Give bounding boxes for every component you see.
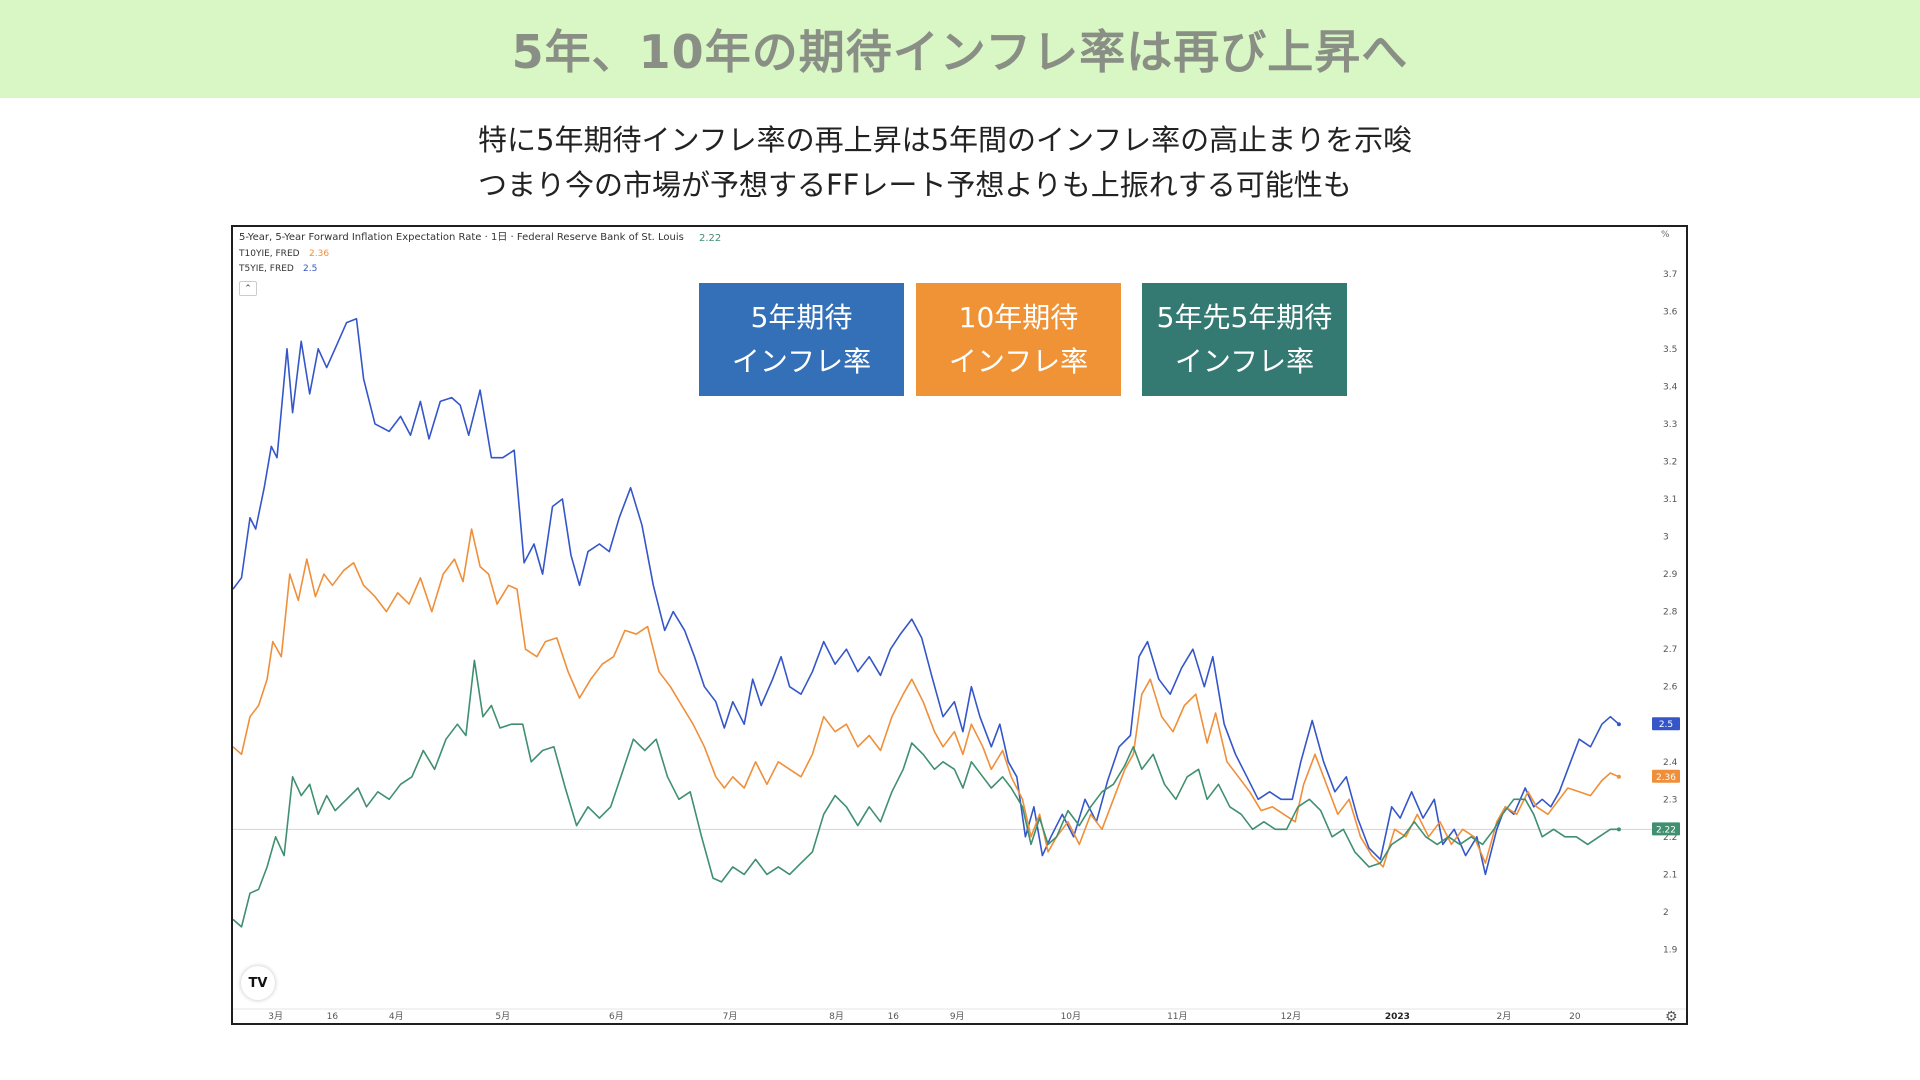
y-tick-label: 2.4 <box>1663 758 1678 768</box>
x-tick-label: 11月 <box>1167 1011 1187 1022</box>
x-tick-label: 2023 <box>1385 1012 1410 1022</box>
legend-10y-line2: インフレ率 <box>948 344 1089 378</box>
x-tick-label: 2月 <box>1497 1011 1512 1022</box>
series-value-tag-0 <box>1652 717 1680 731</box>
series-end-point-1 <box>1616 774 1621 779</box>
y-tick-label: 3.7 <box>1663 270 1677 280</box>
series-value-tag-label-2: 2.22 <box>1656 825 1676 835</box>
y-tick-label: 3.4 <box>1663 382 1678 392</box>
legend-box-5y5y: 5年先5年期待 インフレ率 <box>1142 283 1347 396</box>
y-axis-unit: % <box>1661 230 1670 240</box>
series-value-tag-1 <box>1652 769 1680 783</box>
legend-5y5y-line1: 5年先5年期待 <box>1156 300 1333 334</box>
y-tick-label: 3.6 <box>1663 307 1678 317</box>
x-tick-label: 20 <box>1569 1012 1581 1022</box>
y-tick-label: 3.3 <box>1663 420 1677 430</box>
series-end-point-0 <box>1616 722 1621 727</box>
x-tick-label: 12月 <box>1281 1011 1301 1022</box>
series-value-tag-label-0: 2.5 <box>1659 720 1673 730</box>
series-value-t10yie: 2.36 <box>309 249 329 259</box>
y-tick-label: 2.2 <box>1663 833 1677 843</box>
page-title: 5年、10年の期待インフレ率は再び上昇へ <box>511 25 1409 79</box>
chevron-up-icon[interactable]: ⌃ <box>239 281 257 296</box>
y-tick-label: 3.2 <box>1663 457 1677 467</box>
x-tick-label: 6月 <box>609 1011 624 1022</box>
series-label-t10yie: T10YIE, FRED <box>238 249 300 259</box>
chart-svg[interactable]: % 3.7 3.6 3.5 3.4 3.3 3.2 3.1 3 2.9 2.8 2.7 2.6 2.5 2.… <box>233 227 1686 1023</box>
x-tick-label: 5月 <box>495 1011 510 1022</box>
y-tick-label: 1.9 <box>1663 945 1678 955</box>
chart-main-title: 5-Year, 5-Year Forward Inflation Expecta… <box>239 232 684 243</box>
series-line-1 <box>233 528 1620 868</box>
y-tick-label: 2.8 <box>1663 608 1678 618</box>
y-tick-label: 2.6 <box>1663 683 1678 693</box>
legend-5y-line2: インフレ率 <box>731 344 872 378</box>
subtitle-line-1: 特に5年期待インフレ率の再上昇は5年間のインフレ率の高止まりを示唆 <box>478 123 1413 157</box>
tradingview-logo[interactable]: TV <box>241 966 275 1000</box>
y-tick-label: 2.1 <box>1663 870 1677 880</box>
y-tick-label: 3 <box>1663 533 1669 543</box>
series-line-2 <box>233 659 1619 928</box>
legend-5y-line1: 5年期待 <box>750 300 853 334</box>
subtitle: 特に5年期待インフレ率の再上昇は5年間のインフレ率の高止まりを示唆 つまり今の市… <box>478 118 1412 208</box>
series-value-t5yie: 2.5 <box>303 264 317 274</box>
y-tick-label: 2.3 <box>1663 795 1677 805</box>
series-line-0 <box>233 318 1620 876</box>
x-tick-label: 10月 <box>1061 1011 1081 1022</box>
legend-5y5y-line2: インフレ率 <box>1174 344 1315 378</box>
y-tick-label: 3.5 <box>1663 345 1677 355</box>
x-tick-label: 16 <box>888 1012 900 1022</box>
series-end-point-2 <box>1616 827 1621 832</box>
x-tick-label: 4月 <box>389 1011 404 1022</box>
x-tick-label: 9月 <box>950 1011 965 1022</box>
y-tick-label: 3.1 <box>1663 495 1677 505</box>
legend-box-5y: 5年期待 インフレ率 <box>699 283 904 396</box>
series-label-t5yie: T5YIE, FRED <box>238 264 294 274</box>
x-tick-label: 8月 <box>829 1011 844 1022</box>
x-tick-label: 16 <box>327 1012 339 1022</box>
title-banner: 5年、10年の期待インフレ率は再び上昇へ <box>0 0 1920 98</box>
y-tick-label: 2.7 <box>1663 645 1677 655</box>
legend-10y-line1: 10年期待 <box>958 300 1079 334</box>
legend-box-10y: 10年期待 インフレ率 <box>916 283 1121 396</box>
y-tick-label: 2 <box>1663 908 1669 918</box>
chart-main-value: 2.22 <box>699 233 721 244</box>
series-value-tag-label-1: 2.36 <box>1656 773 1676 783</box>
series-value-tag-2 <box>1652 822 1680 836</box>
y-tick-label: 2.9 <box>1663 570 1678 580</box>
x-tick-label: 7月 <box>723 1011 738 1022</box>
x-tick-label: 3月 <box>268 1011 283 1022</box>
gear-icon[interactable]: ⚙ <box>1665 1009 1678 1025</box>
subtitle-line-2: つまり今の市場が予想するFFレート予想よりも上振れする可能性も <box>478 168 1352 202</box>
